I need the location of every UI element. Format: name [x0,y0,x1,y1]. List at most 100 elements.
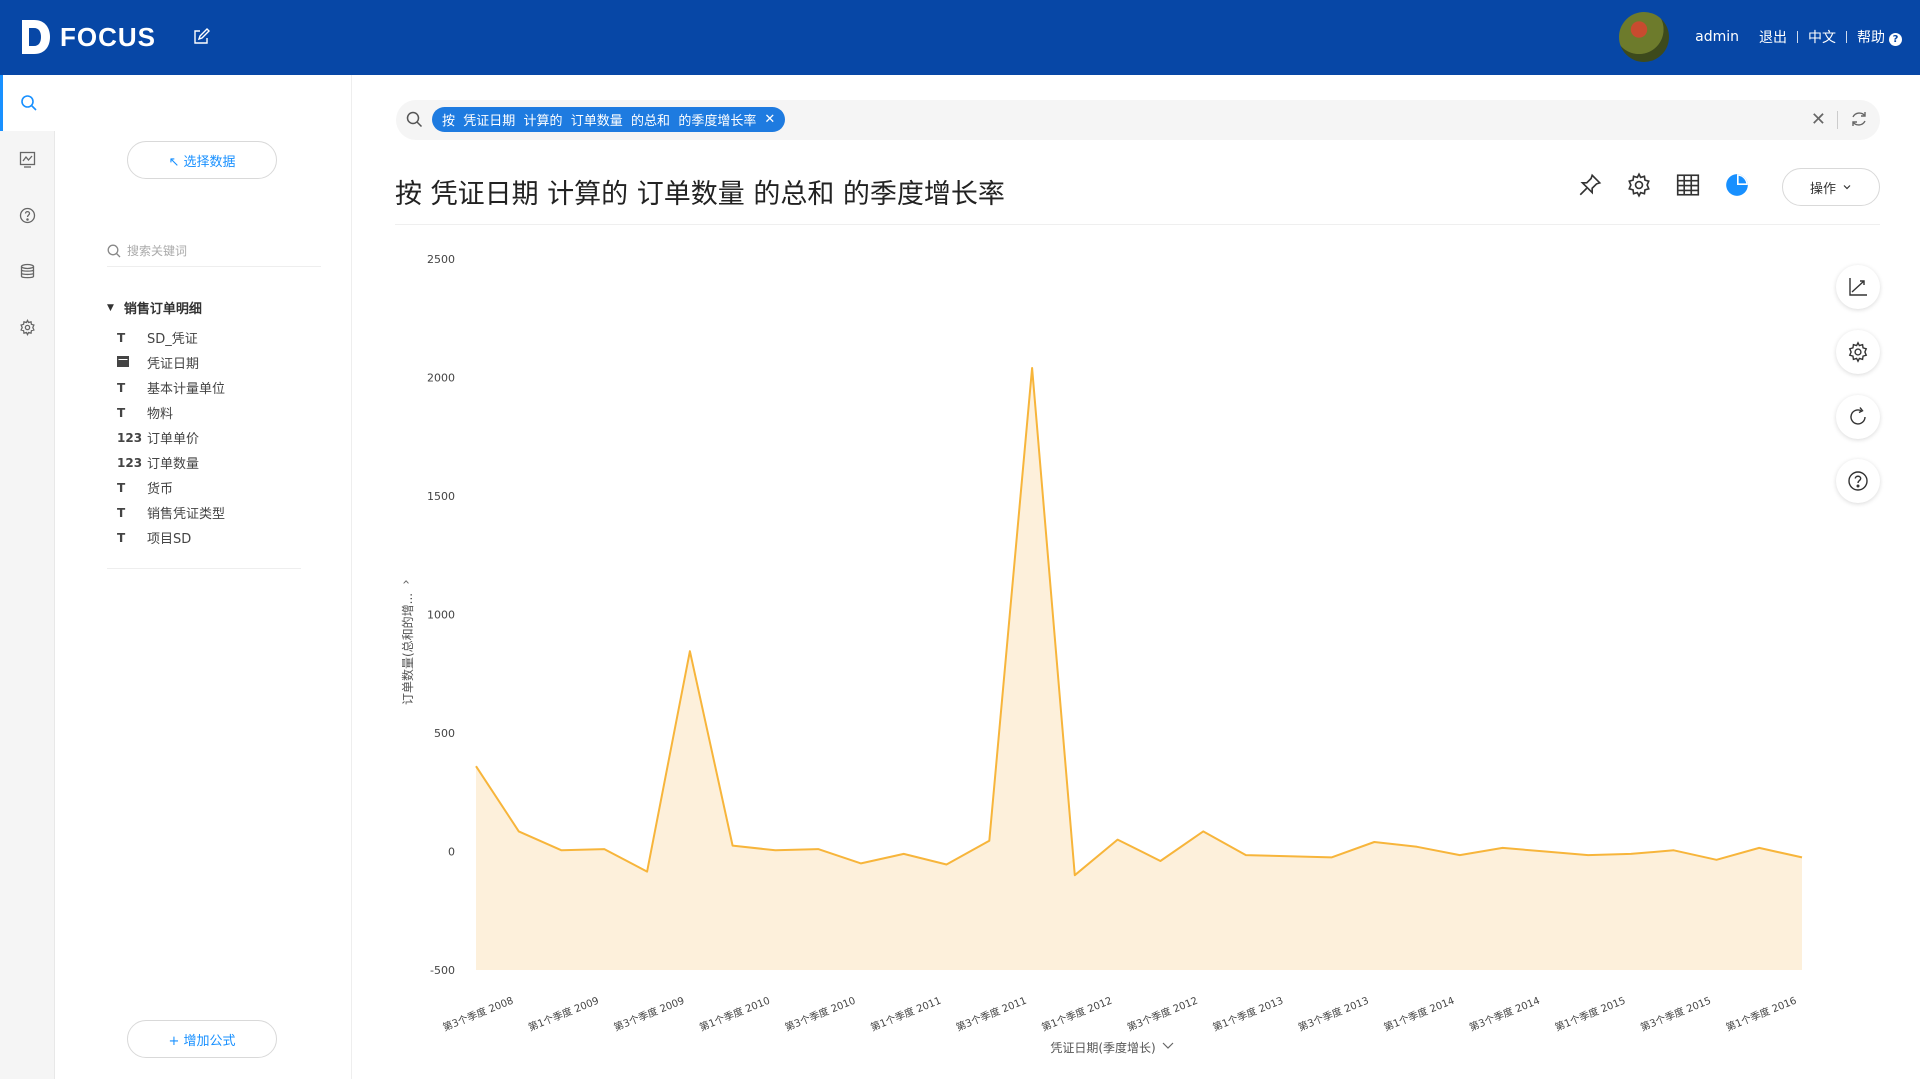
field-item[interactable]: 凭证日期 [117,350,307,375]
chart-settings-button[interactable] [1836,330,1880,374]
axis-icon [1847,276,1869,298]
operations-label: 操作 [1810,178,1836,197]
language-switch[interactable]: 中文 [1808,27,1836,47]
x-tick-label: 第1个季度 2013 [1211,994,1285,1034]
x-tick-label: 第1个季度 2011 [868,994,942,1034]
y-axis-label: 订单数量(总和的增... [400,593,415,705]
reload-chart-button[interactable] [1836,395,1880,439]
x-tick-label: 第3个季度 2008 [441,994,515,1034]
pin-icon[interactable] [1577,172,1603,202]
x-tick-label: 第3个季度 2012 [1125,994,1199,1034]
number-type-icon: 123 [117,456,147,470]
avatar[interactable] [1619,12,1669,62]
help-icon: ? [1889,33,1902,46]
search-icon [20,94,38,112]
help-circle-icon [19,207,36,224]
gear-icon [1847,341,1869,363]
data-panel: ↖ 选择数据 搜索关键词 ▼ 销售订单明细 T SD_凭证 凭证日期 T 基本计量单… [55,75,352,1079]
logo-mark-icon [20,18,52,56]
x-tick-label: 第3个季度 2010 [783,994,857,1034]
field-label: 销售凭证类型 [147,503,225,522]
text-type-icon: T [117,531,147,545]
divider [1846,31,1847,43]
x-tick-label: 第1个季度 2012 [1040,994,1114,1034]
add-formula-button[interactable]: + 增加公式 [127,1020,277,1058]
board-icon [19,151,36,168]
edit-icon[interactable] [192,28,210,50]
field-label: 订单数量 [147,453,199,472]
remove-token-icon[interactable]: ✕ [764,112,775,127]
y-tick-label: 500 [434,727,455,740]
field-item[interactable]: 123 订单单价 [117,425,307,450]
field-item[interactable]: T 货币 [117,475,307,500]
field-item[interactable]: T 项目SD [117,525,307,550]
nav-search[interactable] [0,75,55,131]
nav-help[interactable] [0,187,55,243]
y-tick-label: 2000 [427,372,455,385]
field-label: 订单单价 [147,428,199,447]
refresh-icon[interactable] [1850,110,1868,132]
search-placeholder: 搜索关键词 [127,242,187,259]
field-label: SD_凭证 [147,328,198,347]
search-token-text: 按 凭证日期 计算的 订单数量 的总和 的季度增长率 [442,110,756,129]
field-item[interactable]: T SD_凭证 [117,325,307,350]
operations-button[interactable]: 操作 [1782,168,1880,206]
field-item[interactable]: T 销售凭证类型 [117,500,307,525]
field-item[interactable]: T 基本计量单位 [117,375,307,400]
refresh-icon [1847,406,1869,428]
x-tick-label: 第1个季度 2010 [697,994,771,1034]
y-tick-label: 1000 [427,609,455,622]
select-data-button[interactable]: ↖ 选择数据 [127,141,277,179]
x-tick-label: 第3个季度 2013 [1296,994,1370,1034]
field-label: 基本计量单位 [147,378,225,397]
y-axis-title[interactable]: 订单数量(总和的增... [400,593,415,705]
text-type-icon: T [117,406,147,420]
divider [107,568,301,569]
search-token-chip[interactable]: 按 凭证日期 计算的 订单数量 的总和 的季度增长率 ✕ [432,107,785,132]
caret-down-icon: ▼ [107,303,114,313]
x-tick-label: 第1个季度 2009 [526,994,600,1034]
chevron-down-icon [1842,182,1852,192]
nav-settings[interactable] [0,299,55,355]
chart-help-button[interactable] [1836,459,1880,503]
help-circle-icon [1847,470,1869,492]
logo[interactable]: FOCUS [20,18,156,56]
logout-link[interactable]: 退出 [1759,27,1787,47]
text-type-icon: T [117,506,147,520]
field-item[interactable]: 123 订单数量 [117,450,307,475]
search-icon [107,244,121,258]
keyword-search[interactable]: 搜索关键词 [107,235,321,267]
table-node[interactable]: ▼ 销售订单明细 [107,298,202,317]
series-line [476,368,1802,875]
y-axis-chevron-icon[interactable]: › [399,579,414,584]
settings-icon[interactable] [1626,172,1652,202]
clear-search-icon[interactable]: ✕ [1811,109,1826,130]
x-axis-label[interactable]: 凭证日期(季度增长) [1050,1040,1155,1055]
table-name: 销售订单明细 [124,298,202,317]
x-tick-label: 第3个季度 2014 [1467,994,1541,1034]
x-tick-label: 第3个季度 2015 [1638,994,1712,1034]
x-tick-label: 第1个季度 2016 [1724,994,1798,1034]
field-label: 项目SD [147,528,191,547]
field-label: 凭证日期 [147,353,199,372]
nav-data[interactable] [0,243,55,299]
search-bar[interactable]: 按 凭证日期 计算的 订单数量 的总和 的季度增长率 ✕ ✕ [396,100,1880,140]
username[interactable]: admin [1695,29,1739,45]
brand-name: FOCUS [60,22,156,53]
nav-board[interactable] [0,131,55,187]
help-link[interactable]: 帮助? [1857,27,1902,47]
nav-rail [0,75,55,1079]
field-label: 物料 [147,403,173,422]
x-axis-chevron-icon[interactable] [1163,1043,1173,1048]
field-item[interactable]: T 物料 [117,400,307,425]
y-tick-label: 1500 [427,490,455,503]
calendar-icon [117,355,147,370]
page-title: 按 凭证日期 计算的 订单数量 的总和 的季度增长率 [395,172,1005,211]
x-tick-label: 第3个季度 2011 [954,994,1028,1034]
y-tick-label: 0 [448,846,455,859]
gear-icon [19,319,36,336]
field-list: T SD_凭证 凭证日期 T 基本计量单位 T 物料 123 订单单价 123 订单数量 … [117,325,307,550]
chart-type-icon[interactable] [1724,172,1750,202]
table-view-icon[interactable] [1675,172,1701,202]
axis-settings-button[interactable] [1836,265,1880,309]
